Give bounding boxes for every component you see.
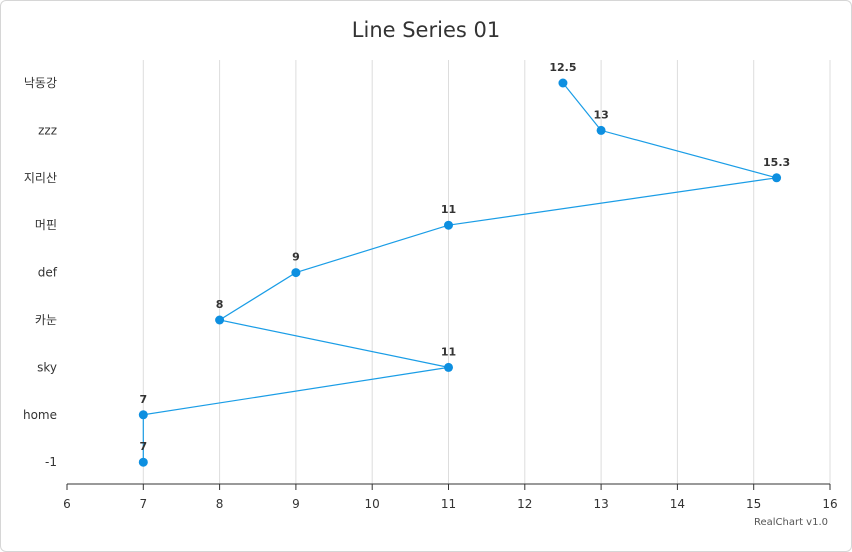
category-label: def bbox=[38, 266, 58, 280]
data-label: 7 bbox=[139, 393, 147, 406]
category-label: -1 bbox=[45, 455, 57, 469]
category-label: 머핀 bbox=[35, 218, 57, 232]
category-label: home bbox=[23, 408, 57, 422]
data-label: 13 bbox=[593, 108, 608, 121]
data-label: 11 bbox=[441, 203, 456, 216]
data-point bbox=[138, 457, 148, 467]
series-line bbox=[142, 82, 777, 463]
data-point bbox=[772, 173, 782, 183]
credit-label: RealChart v1.0 bbox=[753, 517, 828, 528]
x-tick-label: 10 bbox=[365, 497, 380, 511]
x-tick-label: 7 bbox=[139, 497, 147, 511]
data-point bbox=[444, 220, 453, 230]
category-label: 지리산 bbox=[24, 171, 57, 185]
x-tick-label: 8 bbox=[216, 497, 224, 511]
x-tick-label: 6 bbox=[63, 497, 71, 511]
x-tick-label: 16 bbox=[822, 497, 837, 511]
data-label: 9 bbox=[292, 251, 300, 264]
data-label: 15.3 bbox=[763, 156, 790, 169]
data-point bbox=[444, 362, 453, 372]
x-tick-label: 14 bbox=[670, 497, 685, 511]
x-tick-label: 15 bbox=[746, 497, 761, 511]
data-point bbox=[215, 315, 225, 325]
category-label: 낙동강 bbox=[24, 76, 57, 90]
x-tick-label: 11 bbox=[441, 497, 456, 511]
x-tick-label: 12 bbox=[517, 497, 532, 511]
x-tick-label: 9 bbox=[292, 497, 300, 511]
data-label: 8 bbox=[216, 298, 224, 311]
chart-title: Line Series 01 bbox=[351, 18, 501, 42]
data-point bbox=[596, 125, 606, 135]
data-point bbox=[558, 78, 568, 88]
data-point bbox=[138, 410, 148, 420]
category-label: 카눈 bbox=[35, 313, 57, 327]
x-tick-label: 13 bbox=[593, 497, 608, 511]
category-label: zzz bbox=[38, 123, 57, 137]
data-point bbox=[291, 268, 301, 278]
category-label: sky bbox=[37, 360, 57, 374]
data-label: 7 bbox=[139, 440, 147, 453]
data-label: 12.5 bbox=[549, 61, 576, 74]
data-label: 11 bbox=[441, 345, 456, 358]
